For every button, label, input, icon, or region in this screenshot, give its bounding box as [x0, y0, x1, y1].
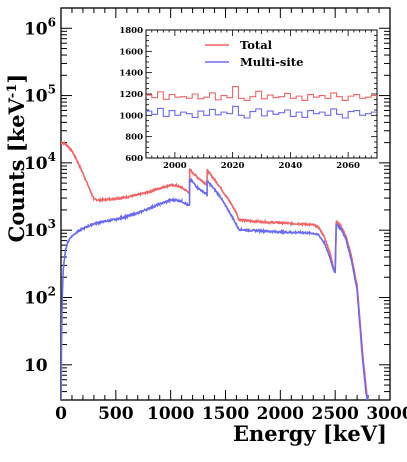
y-tick-label: 105 [24, 83, 56, 107]
y-tick-base: 10 [24, 19, 48, 39]
series-line-multi-site [61, 177, 369, 400]
x-tick-label: 3000 [366, 404, 407, 424]
series-line-total [61, 140, 369, 400]
x-axis-title: Energy [keV] [233, 421, 387, 446]
y-axis-title-exponent: -1 [5, 84, 20, 98]
x-tick-label: 1500 [202, 404, 249, 424]
inset-x-tick-label: 2020 [221, 161, 245, 171]
y-tick-base: 10 [24, 288, 48, 308]
inset-y-tick-label: 1000 [119, 111, 143, 121]
inset-y-tick-label: 1600 [119, 47, 143, 57]
y-tick-exponent: 5 [48, 83, 56, 97]
x-tick-label: 2500 [312, 404, 359, 424]
y-tick-exponent: 6 [48, 15, 56, 29]
main-plot: 05001000150020002500300010 1021031041051… [24, 7, 407, 424]
y-tick-exponent: 3 [48, 217, 56, 231]
x-tick-label: 2000 [257, 404, 304, 424]
legend-label: Multi-site [240, 55, 303, 69]
y-axis-title: Counts [keV-1] [4, 74, 29, 243]
y-tick-label: 10 [24, 356, 56, 376]
x-tick-label: 0 [55, 404, 67, 424]
y-tick-base: 10 [24, 356, 48, 376]
inset-y-tick-label: 1800 [119, 26, 143, 36]
y-tick-spacer [48, 360, 56, 374]
y-tick-label: 106 [24, 15, 56, 39]
y-tick-base: 10 [24, 87, 48, 107]
inset-plot: 2000 2020 2040 2060 600 800 1000 1200 1400 1600 18… [119, 26, 378, 171]
inset-y-tick-label: 800 [125, 133, 143, 143]
y-tick-exponent: 2 [48, 284, 56, 298]
x-tick-label: 1000 [147, 404, 194, 424]
y-tick-label: 103 [24, 217, 56, 241]
x-tick-label: 500 [98, 404, 134, 424]
y-tick-base: 10 [24, 221, 48, 241]
y-tick-exponent: 4 [48, 150, 56, 164]
inset-series-multi-site [146, 105, 377, 119]
y-axis-title-main: Counts [keV [4, 97, 29, 242]
inset-x-tick-label: 2000 [163, 161, 187, 171]
inset-y-tick-label: 600 [125, 154, 143, 164]
inset-x-tick-label: 2060 [336, 161, 360, 171]
inset-x-tick-label: 2040 [279, 161, 303, 171]
inset-series-total [146, 85, 377, 101]
y-tick-label: 104 [24, 150, 56, 174]
legend-label: Total [240, 38, 273, 52]
y-tick-label: 102 [24, 284, 56, 308]
inset-y-tick-label: 1400 [119, 69, 143, 79]
y-tick-base: 10 [24, 154, 48, 174]
y-axis-title-bracket: ] [4, 74, 29, 84]
inset-y-tick-label: 1200 [119, 90, 143, 100]
